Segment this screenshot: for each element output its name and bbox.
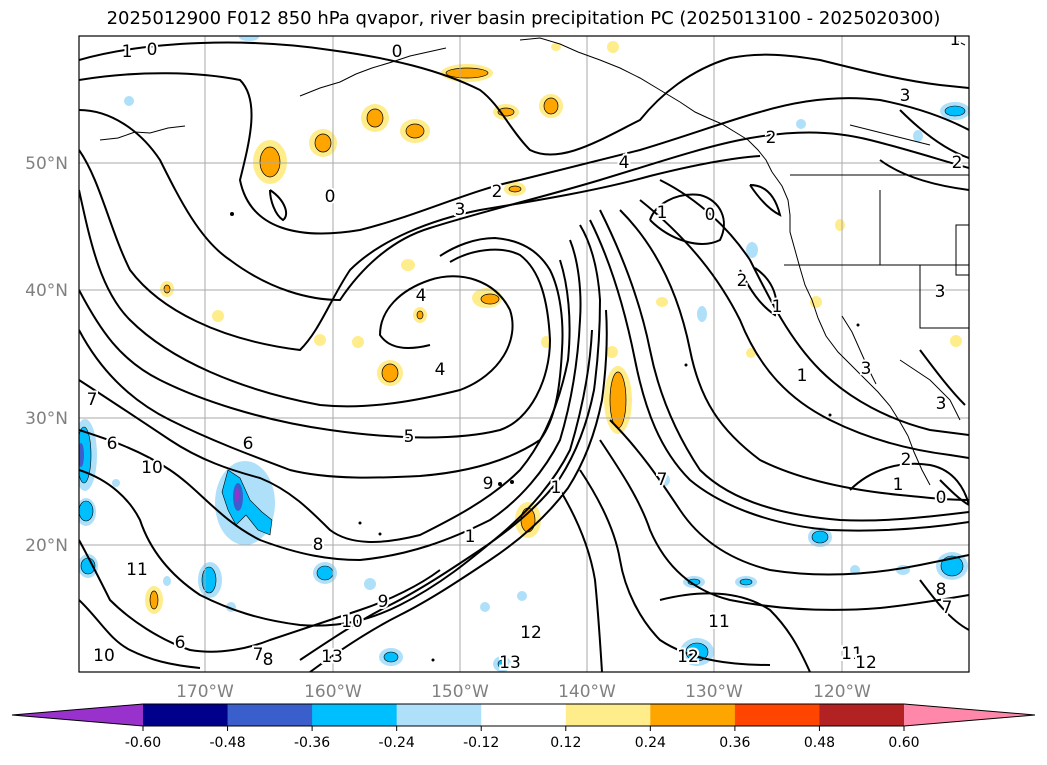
lon-label: 130°W [685, 682, 743, 702]
contour-label: 8 [263, 650, 274, 670]
contour-label: 1 [772, 297, 783, 317]
colorbar-swatch [227, 704, 313, 726]
lat-label: 50°N [25, 154, 68, 174]
contour-label: 7 [657, 470, 668, 490]
contour-label: 3 [455, 200, 466, 220]
colorbar-swatch [565, 704, 651, 726]
colorbar-extend-low [12, 704, 143, 726]
contour-label: 3 [935, 282, 946, 302]
contour-label: 2 [766, 128, 777, 148]
colorbar-tick-label: 0.60 [888, 735, 919, 751]
contour-label: 1 [797, 366, 808, 386]
colorbar-swatch [734, 704, 820, 726]
contour-label: 9 [483, 474, 494, 494]
contour-label: 1 [551, 478, 562, 498]
contour-label: 2 [737, 271, 748, 291]
colorbar-tick-label: -0.60 [125, 735, 161, 751]
contour-label: 1 [465, 527, 476, 547]
colorbar-tick-label: -0.36 [294, 735, 330, 751]
colorbar-swatch [819, 704, 905, 726]
latitude-labels: 50°N 40°N 30°N 20°N [25, 154, 68, 556]
graticule [79, 36, 969, 672]
contour-label: 12 [855, 653, 877, 673]
precip-anomaly-shading [79, 36, 969, 672]
contour-label: 6 [175, 633, 186, 653]
colorbar: -0.60 -0.48 -0.36 -0.24 -0.12 0.12 0.24 0.36 0.4… [11, 703, 1036, 751]
contour-label: 8 [936, 580, 947, 600]
contour-label: 9 [378, 592, 389, 612]
lat-label: 30°N [25, 409, 68, 429]
contour-label: 0 [147, 40, 158, 60]
map-title: 2025012900 F012 850 hPa qvapor, river ba… [106, 8, 941, 29]
lon-label: 140°W [558, 682, 616, 702]
contour-label: 7 [87, 390, 98, 410]
colorbar-swatch [143, 704, 229, 726]
contour-label: 0 [392, 42, 403, 62]
contour-label: 6 [243, 434, 254, 454]
lon-label: 120°W [813, 682, 871, 702]
contour-label: 4 [416, 286, 427, 306]
coastlines [99, 37, 969, 486]
colorbar-tick-label: 0.48 [804, 735, 835, 751]
lon-label: 160°W [304, 682, 362, 702]
contour-label: 3 [936, 394, 947, 414]
contour-label: 2 [901, 450, 912, 470]
colorbar-swatch [650, 704, 736, 726]
contour-label: 11 [708, 612, 730, 632]
colorbar-tick-label: -0.12 [463, 735, 499, 751]
contour-label: 0 [936, 488, 947, 508]
colorbar-swatch [396, 704, 482, 726]
colorbar-swatch [481, 704, 567, 726]
contour-label: 11 [126, 560, 148, 580]
contour-label: 12 [677, 647, 699, 667]
colorbar-tick-label: 0.24 [635, 735, 666, 751]
contour-label: 10 [141, 458, 163, 478]
contour-label: 13 [499, 653, 521, 673]
contour-label: 5 [404, 427, 415, 447]
contour-label: 13 [321, 647, 343, 667]
contour-label: 1 [950, 30, 961, 50]
contour-label: 2 [492, 182, 503, 202]
contour-label: 7 [942, 598, 953, 618]
qvapor-contours [79, 41, 969, 672]
contour-label: 2 [952, 153, 963, 173]
contour-label: 8 [313, 535, 324, 555]
contour-label: 6 [107, 434, 118, 454]
contour-label: 10 [93, 646, 115, 666]
lat-label: 20°N [25, 536, 68, 556]
islands [230, 212, 860, 662]
colorbar-tick-label: 0.36 [719, 735, 750, 751]
contour-label: 3 [900, 86, 911, 106]
contour-label: 4 [619, 153, 630, 173]
contour-label: 4 [435, 360, 446, 380]
colorbar-tick-label: -0.24 [379, 735, 415, 751]
contour-label: 11 [841, 644, 863, 664]
colorbar-swatch [312, 704, 398, 726]
colorbar-tick-label: -0.48 [209, 735, 245, 751]
contour-label: 10 [341, 612, 363, 632]
contour-label: 1 [893, 475, 904, 495]
longitude-labels: 170°W 160°W 150°W 140°W 130°W 120°W [176, 682, 871, 702]
contour-label: 3 [861, 359, 872, 379]
map-frame [78, 35, 970, 673]
contour-label: 0 [325, 187, 336, 207]
lat-label: 40°N [25, 281, 68, 301]
contour-label: 1 [657, 203, 668, 223]
lon-label: 150°W [431, 682, 489, 702]
contour-label: 1 [122, 42, 133, 62]
contour-label: 7 [253, 645, 264, 665]
colorbar-extend-high [904, 704, 1035, 726]
lon-label: 170°W [176, 682, 234, 702]
colorbar-tick-label: 0.12 [550, 735, 581, 751]
contour-label: 12 [520, 623, 542, 643]
contour-label: 0 [705, 205, 716, 225]
